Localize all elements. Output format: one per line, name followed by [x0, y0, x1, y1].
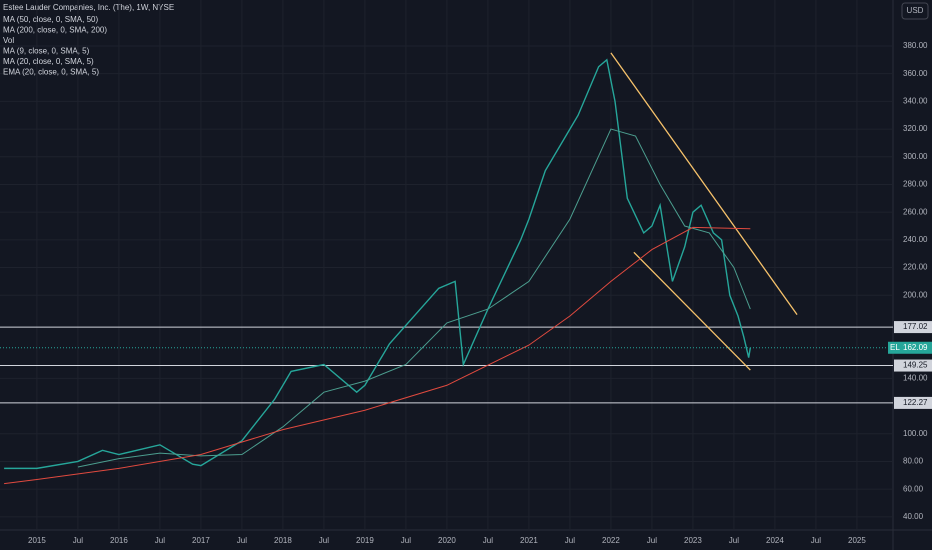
price-label: 177.02 [903, 322, 928, 331]
x-tick-label: 2015 [28, 536, 46, 545]
price-line [4, 226, 751, 485]
price-label: 122.27 [903, 398, 928, 407]
trendline [610, 52, 798, 316]
indicator-label: MA (50, close, 0, SMA, 50) [3, 15, 98, 24]
chart-title: Estee Lauder Companies, Inc. (The), 1W, … [3, 3, 174, 12]
price-label-box [894, 321, 932, 334]
x-tick-label: Jul [811, 536, 821, 545]
x-tick-label: 2020 [438, 536, 456, 545]
indicator-label: EMA (20, close, 0, SMA, 5) [3, 68, 99, 77]
x-tick-label: Jul [483, 536, 493, 545]
y-tick-label: 320.00 [903, 124, 928, 133]
y-tick-label: 240.00 [903, 235, 928, 244]
y-tick-label: 60.00 [903, 484, 924, 493]
currency[interactable]: USD [907, 6, 924, 15]
indicator-label: MA (9, close, 0, SMA, 5) [3, 47, 90, 56]
x-tick-label: Jul [319, 536, 329, 545]
x-tick-label: 2024 [766, 536, 784, 545]
x-tick-label: Jul [729, 536, 739, 545]
y-tick-label: 300.00 [903, 152, 928, 161]
x-tick-label: Jul [401, 536, 411, 545]
x-tick-label: 2016 [110, 536, 128, 545]
price-line [4, 58, 752, 470]
symbol-box [888, 341, 901, 354]
last-price-box [901, 341, 932, 354]
indicator-label: Vol [3, 36, 14, 45]
price-line [77, 128, 751, 468]
x-tick-label: Jul [237, 536, 247, 545]
y-tick-label: 140.00 [903, 373, 928, 382]
last-price-label: 162.09 [903, 343, 928, 352]
price-label: 149.25 [903, 361, 928, 370]
y-tick-label: 360.00 [903, 69, 928, 78]
x-tick-label: Jul [565, 536, 575, 545]
x-tick-label: Jul [647, 536, 657, 545]
x-tick-label: 2022 [602, 536, 620, 545]
symbol-label: EL [890, 343, 900, 352]
x-tick-label: 2021 [520, 536, 538, 545]
x-tick-label: Jul [155, 536, 165, 545]
price-label-box [894, 396, 932, 409]
y-tick-label: 40.00 [903, 512, 924, 521]
y-tick-label: 280.00 [903, 180, 928, 189]
y-tick-label: 260.00 [903, 207, 928, 216]
currency-box[interactable] [901, 2, 929, 20]
indicator-label: MA (20, close, 0, SMA, 5) [3, 57, 94, 66]
x-tick-label: 2023 [684, 536, 702, 545]
y-tick-label: 380.00 [903, 41, 928, 50]
x-tick-label: 2018 [274, 536, 292, 545]
x-tick-label: 2025 [848, 536, 866, 545]
y-tick-label: 80.00 [903, 457, 924, 466]
y-tick-label: 100.00 [903, 429, 928, 438]
y-tick-label: 200.00 [903, 290, 928, 299]
x-tick-label: 2019 [356, 536, 374, 545]
x-tick-label: 2017 [192, 536, 210, 545]
x-tick-label: Jul [73, 536, 83, 545]
y-tick-label: 340.00 [903, 96, 928, 105]
indicator-label: MA (200, close, 0, SMA, 200) [3, 26, 107, 35]
trendline [633, 251, 751, 371]
price-label-box [894, 359, 932, 372]
y-tick-label: 220.00 [903, 263, 928, 272]
